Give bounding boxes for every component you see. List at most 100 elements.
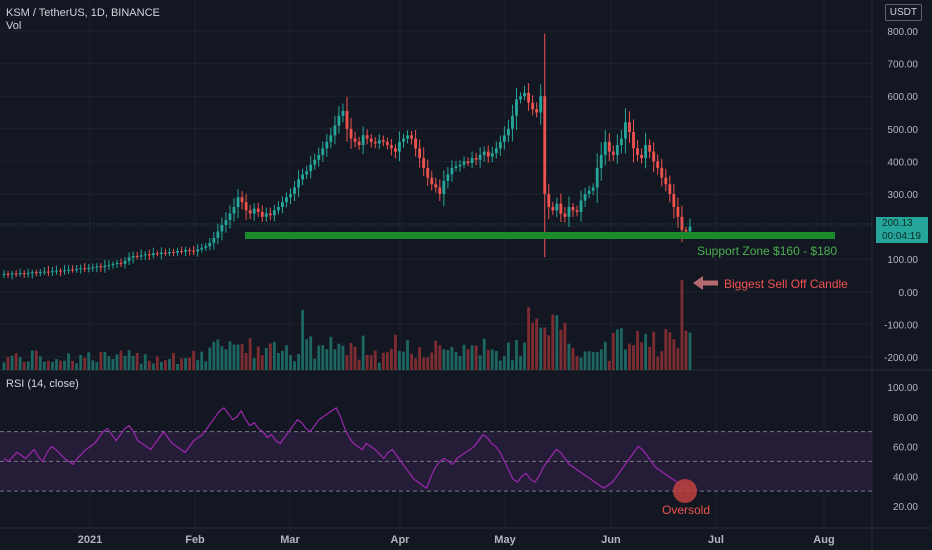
candle-body (252, 208, 256, 214)
volume-bar (684, 330, 688, 370)
volume-bar (313, 358, 317, 370)
price-tick-label: 300.00 (887, 190, 918, 201)
volume-bar (628, 343, 631, 370)
time-tick-label: Feb (185, 534, 205, 546)
candle-body (607, 141, 611, 152)
candle-body (272, 210, 276, 216)
candle-body (22, 273, 26, 275)
candle-body (559, 203, 563, 214)
volume-bar (414, 358, 418, 370)
volume-bar (607, 360, 611, 370)
candle-body (83, 268, 87, 270)
candle-body (381, 140, 385, 142)
candle-body (180, 251, 183, 253)
volume-bar (442, 349, 446, 370)
volume-bar (244, 352, 248, 370)
volume-bar (490, 349, 494, 370)
candle-body (10, 273, 14, 275)
volume-bar (603, 341, 607, 370)
candle-body (297, 179, 300, 188)
volume-legend[interactable]: Vol (6, 20, 22, 32)
volume-bar (640, 342, 643, 370)
volume-bar (547, 335, 551, 370)
volume-bar (67, 353, 70, 370)
candle-body (519, 96, 522, 100)
candle-body (575, 210, 579, 212)
volume-bar (159, 361, 163, 370)
price-tick-label: 0.00 (899, 288, 919, 299)
candle-body (684, 229, 688, 232)
candle-body (349, 128, 353, 139)
candle-body (176, 251, 179, 253)
candle-body (325, 141, 329, 149)
rsi-title[interactable]: RSI (14, close) (6, 378, 79, 390)
volume-bar (272, 342, 276, 370)
rsi-line (3, 406, 691, 492)
price-tick-label: 700.00 (887, 60, 918, 71)
time-tick-label: Apr (391, 534, 411, 546)
candle-body (192, 250, 196, 252)
candle-body (71, 269, 75, 271)
candle-body (619, 138, 623, 146)
candle-body (615, 145, 619, 155)
candle-body (648, 145, 652, 152)
volume-bar (381, 352, 385, 370)
candle-body (406, 135, 409, 139)
volume-bar (486, 349, 490, 370)
symbol-title[interactable]: KSM / TetherUS, 1D, BINANCE (6, 7, 160, 19)
candle-body (446, 174, 450, 181)
candle-body (365, 135, 369, 139)
currency-button[interactable]: USDT (884, 4, 922, 21)
volume-bar (555, 315, 559, 370)
volume-bar (2, 362, 6, 370)
candle-body (268, 213, 272, 216)
volume-bar (329, 336, 333, 370)
volume-bar (652, 331, 656, 370)
candle-body (502, 135, 506, 142)
candle-body (289, 194, 292, 198)
volume-bar (430, 352, 434, 370)
volume-bar (260, 355, 264, 370)
volume-bar (680, 280, 684, 370)
volume-bar (42, 361, 46, 370)
volume-bar (289, 355, 292, 370)
volume-bar (385, 351, 389, 370)
volume-bar (236, 344, 240, 370)
volume-bar (123, 355, 127, 370)
volume-bar (143, 354, 147, 370)
volume-bar (551, 314, 555, 370)
volume-bar (87, 352, 91, 370)
candle-body (636, 148, 639, 155)
volume-bar (30, 350, 34, 370)
candle-body (317, 154, 321, 160)
volume-bar (268, 343, 272, 370)
candle-body (115, 263, 119, 265)
volume-bar (176, 363, 179, 370)
candle-body (494, 148, 498, 154)
candle-body (628, 122, 631, 133)
volume-bar (139, 363, 143, 370)
volume-bar (632, 345, 635, 370)
price-tick-label: -100.00 (884, 320, 918, 331)
volume-bar (535, 318, 539, 370)
volume-bar (248, 338, 252, 370)
candle-body (611, 151, 615, 155)
volume-bar (204, 361, 208, 370)
volume-bar (494, 350, 498, 370)
volume-bar (624, 349, 627, 370)
time-tick-label: 2021 (78, 534, 102, 546)
volume-bar (599, 349, 603, 370)
candle-body (143, 254, 147, 256)
volume-bar (26, 361, 30, 370)
volume-bar (220, 346, 224, 370)
candle-body (333, 125, 337, 136)
candle-body (361, 135, 365, 146)
oversold-marker (673, 479, 697, 503)
candle-body (434, 184, 438, 188)
sell-off-arrow-head (693, 276, 703, 290)
volume-bar (264, 348, 268, 370)
candle-body (345, 110, 349, 129)
candle-body (547, 194, 551, 208)
candle-body (216, 231, 220, 239)
